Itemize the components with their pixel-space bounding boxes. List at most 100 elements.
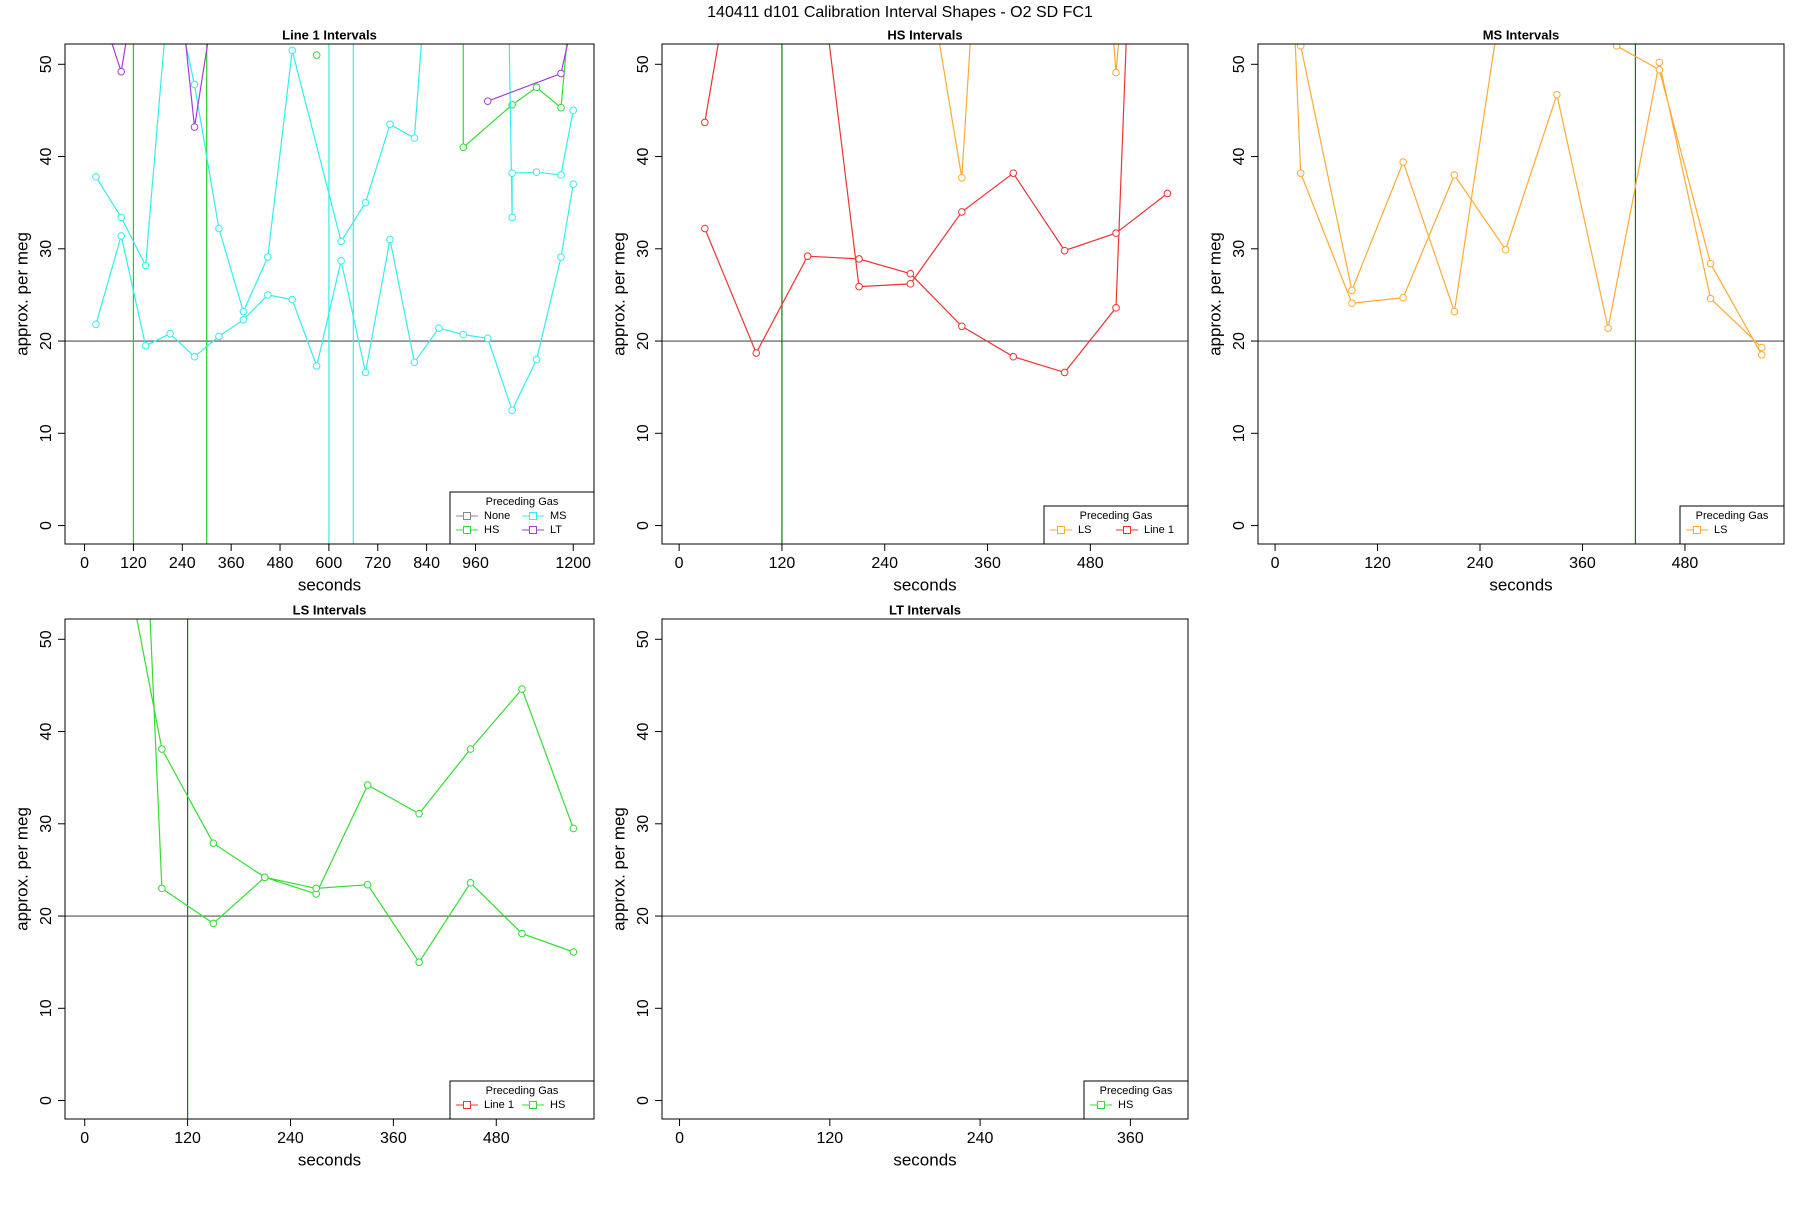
data-point — [363, 781, 372, 789]
y-axis-label: approx. per meg — [609, 807, 628, 931]
data-point — [466, 745, 475, 753]
y-tick-label: 10 — [635, 424, 652, 442]
data-point — [1501, 245, 1510, 254]
legend-label: LS — [1714, 524, 1727, 536]
legend-swatch — [1123, 526, 1131, 534]
x-tick-label: 120 — [1364, 555, 1391, 572]
series-line — [704, 44, 1168, 374]
y-axis-label: approx. per meg — [12, 807, 31, 931]
data-point — [803, 252, 812, 260]
data-point — [1296, 44, 1305, 50]
legend-swatch — [529, 512, 537, 520]
data-point — [239, 316, 248, 324]
y-tick-label: 40 — [635, 723, 652, 741]
x-tick-label: 840 — [413, 555, 440, 572]
data-point — [209, 839, 218, 847]
data-point — [459, 143, 468, 152]
legend-swatch — [1693, 526, 1701, 534]
data-point — [141, 341, 150, 350]
y-tick-label: 40 — [38, 723, 55, 741]
data-point — [129, 590, 136, 597]
legend-label: Line 1 — [1144, 524, 1174, 536]
x-tick-label: 120 — [816, 1130, 843, 1147]
data-point — [855, 282, 863, 291]
x-tick-label: 480 — [1672, 555, 1699, 572]
legend-label: HS — [484, 524, 499, 536]
plot-frame — [661, 43, 1189, 545]
y-tick-label: 50 — [1231, 55, 1248, 73]
plot-frame — [64, 43, 595, 545]
data-point — [508, 406, 516, 415]
panel: LS Intervals 0 10 20 30 40 50 0 120 240 360 480 seco… — [12, 590, 595, 1169]
series-line — [111, 44, 569, 128]
data-point — [215, 332, 223, 341]
legend-title: Preceding Gas — [1100, 1085, 1173, 1097]
data-point — [1296, 169, 1305, 177]
data-point — [1348, 286, 1356, 295]
legend-swatch — [1057, 526, 1065, 534]
data-point — [532, 168, 541, 177]
panel-title: LS Intervals — [293, 602, 367, 617]
data-point — [569, 180, 578, 189]
data-point — [1163, 189, 1172, 198]
x-axis-label: seconds — [1489, 575, 1552, 594]
data-point — [557, 171, 565, 179]
data-point — [459, 330, 468, 339]
y-tick-label: 20 — [38, 907, 55, 925]
legend: Preceding Gas LS — [1679, 505, 1785, 545]
data-point — [146, 590, 153, 597]
x-tick-label: 360 — [380, 1130, 407, 1147]
y-axis-label: approx. per meg — [609, 232, 628, 356]
y-axis-label: approx. per meg — [1205, 232, 1224, 356]
data-point — [958, 173, 966, 182]
x-tick-label: 360 — [1117, 1130, 1144, 1147]
x-tick-label: 240 — [871, 555, 898, 572]
series-line — [95, 44, 574, 412]
x-axis-label: seconds — [298, 1150, 361, 1169]
y-tick-label: 10 — [38, 999, 55, 1017]
series-line — [136, 619, 574, 964]
x-tick-label: 480 — [1077, 555, 1104, 572]
data-point — [1060, 368, 1069, 377]
data-point — [570, 15, 577, 22]
x-axis-label: seconds — [893, 575, 956, 594]
plot-frame — [661, 618, 1189, 1120]
x-tick-label: 960 — [462, 555, 489, 572]
data-point — [1009, 352, 1018, 361]
x-tick-label: 480 — [267, 555, 294, 572]
y-tick-label: 0 — [635, 521, 652, 530]
y-tick-label: 30 — [38, 240, 55, 258]
panel-title: LT Intervals — [889, 602, 961, 617]
data-point — [701, 118, 709, 127]
y-tick-label: 50 — [38, 55, 55, 73]
data-point — [1112, 68, 1120, 77]
data-point — [508, 213, 516, 222]
y-tick-label: 40 — [635, 148, 652, 166]
x-tick-label: 600 — [316, 555, 343, 572]
legend-label: MS — [550, 510, 567, 522]
legend-swatch — [463, 512, 471, 520]
data-point — [1553, 90, 1561, 99]
x-tick-label: 240 — [1467, 555, 1494, 572]
data-point — [532, 83, 541, 92]
data-point — [264, 253, 272, 261]
x-tick-label: 720 — [364, 555, 391, 572]
legend-label: LS — [1078, 524, 1091, 536]
panel: MS Intervals 0 10 20 30 40 50 0 120 240 360 480 seco… — [1205, 27, 1785, 594]
x-tick-label: 240 — [277, 1130, 304, 1147]
panel: HS Intervals 0 10 20 30 40 50 0 120 240 360 480 seco… — [609, 27, 1189, 594]
y-tick-label: 30 — [38, 815, 55, 833]
data-point — [166, 329, 174, 338]
legend: Preceding Gas Line 1 HS — [449, 1080, 595, 1120]
legend-swatch — [529, 1101, 537, 1109]
data-point — [435, 324, 443, 332]
legend-label: Line 1 — [484, 1099, 514, 1111]
data-point — [906, 269, 915, 278]
legend-box — [1679, 505, 1785, 545]
data-point — [312, 362, 321, 370]
x-tick-label: 0 — [80, 555, 89, 572]
data-point — [569, 106, 578, 115]
panel-title: HS Intervals — [887, 27, 962, 42]
data-point — [337, 237, 345, 246]
